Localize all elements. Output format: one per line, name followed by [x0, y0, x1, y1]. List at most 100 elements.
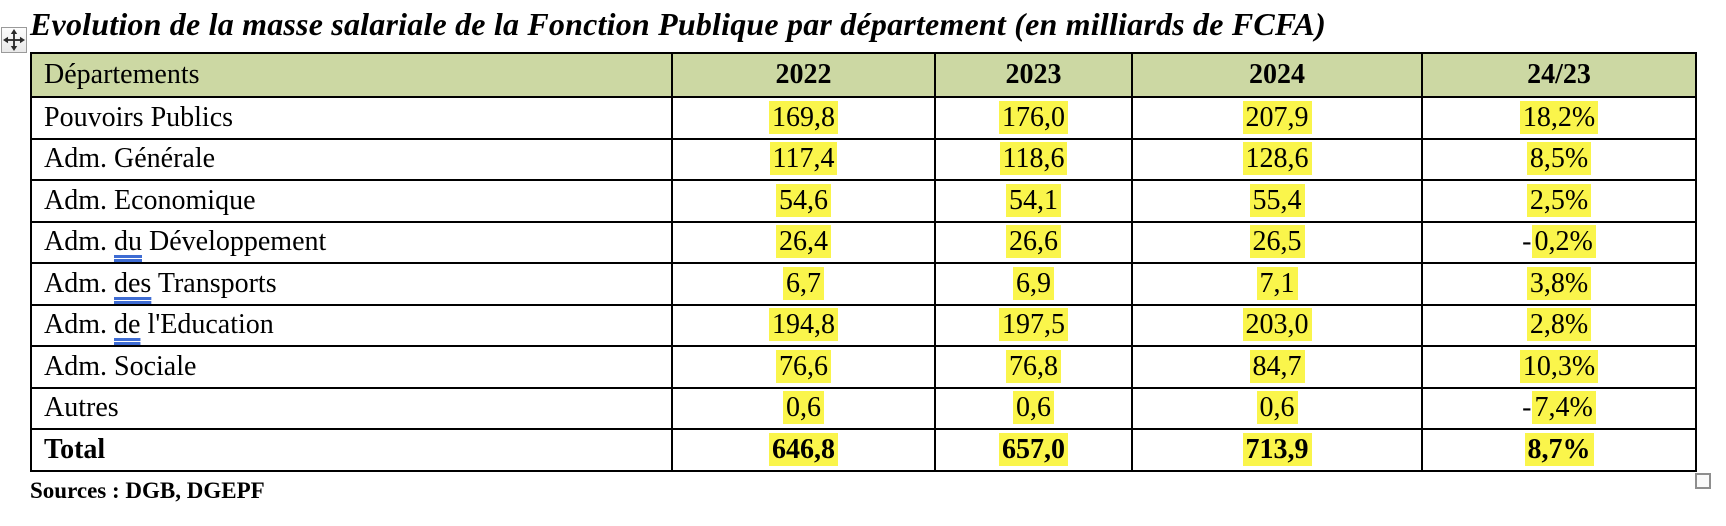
value-cell[interactable]: 6,7: [671, 262, 936, 306]
table-row: Autres 0,6 0,6 0,6 -7,4%: [30, 386, 1697, 430]
highlighted-value: 8,7%: [1524, 432, 1594, 466]
row-label-cell[interactable]: Autres: [30, 386, 673, 430]
row-label-cell[interactable]: Total: [30, 428, 673, 472]
highlighted-value: 54,1: [1006, 183, 1061, 217]
value-cell[interactable]: 8,7%: [1421, 428, 1697, 472]
value-cell[interactable]: -0,2%: [1421, 220, 1697, 264]
highlighted-value: 76,6: [776, 349, 831, 383]
highlighted-value: 7,1: [1256, 266, 1298, 300]
value-cell[interactable]: 657,0: [934, 428, 1133, 472]
highlighted-value: 3,8%: [1526, 266, 1592, 300]
row-label-cell[interactable]: Adm. de l'Education: [30, 303, 673, 347]
table-resize-handle[interactable]: [1695, 473, 1711, 489]
value-cell[interactable]: 0,6: [934, 386, 1133, 430]
highlighted-value: 10,3%: [1519, 349, 1599, 383]
highlighted-value: 54,6: [776, 183, 831, 217]
value-cell[interactable]: 194,8: [671, 303, 936, 347]
table-row: Pouvoirs Publics 169,8 176,0 207,9 18,2%: [30, 96, 1697, 140]
table-row-total: Total 646,8 657,0 713,9 8,7%: [30, 428, 1697, 472]
column-header-24-23[interactable]: 24/23: [1421, 52, 1697, 98]
value-cell[interactable]: 26,4: [671, 220, 936, 264]
value-cell[interactable]: 117,4: [671, 137, 936, 181]
value-cell[interactable]: 54,1: [934, 179, 1133, 223]
highlighted-value: 197,5: [999, 308, 1068, 342]
column-header-2022[interactable]: 2022: [671, 52, 936, 98]
table-row: Adm. de l'Education 194,8 197,5 203,0 2,…: [30, 303, 1697, 347]
highlighted-value: 657,0: [999, 432, 1068, 466]
row-label-cell[interactable]: Adm. du Développement: [30, 220, 673, 264]
value-cell[interactable]: 2,8%: [1421, 303, 1697, 347]
highlighted-value: 6,9: [1013, 266, 1054, 300]
value-cell[interactable]: 169,8: [671, 96, 936, 140]
value-cell[interactable]: 18,2%: [1421, 96, 1697, 140]
highlighted-value: 55,4: [1249, 183, 1305, 217]
value-cell[interactable]: 54,6: [671, 179, 936, 223]
row-label-cell[interactable]: Pouvoirs Publics: [30, 96, 673, 140]
column-header-2024[interactable]: 2024: [1131, 52, 1423, 98]
value-cell[interactable]: 0,6: [671, 386, 936, 430]
value-cell[interactable]: 76,8: [934, 345, 1133, 389]
value-cell[interactable]: 8,5%: [1421, 137, 1697, 181]
move-arrows-icon: [3, 29, 25, 51]
highlighted-value: 18,2%: [1519, 100, 1599, 134]
column-header-departements[interactable]: Départements: [30, 52, 673, 98]
highlighted-value: 26,6: [1006, 225, 1061, 259]
row-label: Adm. Economique: [44, 184, 256, 216]
value-cell[interactable]: 0,6: [1131, 386, 1423, 430]
source-note[interactable]: Sources : DGB, DGEPF: [30, 478, 265, 503]
row-label-cell[interactable]: Adm. Economique: [30, 179, 673, 223]
table-move-handle[interactable]: [1, 27, 27, 53]
value-cell[interactable]: 55,4: [1131, 179, 1423, 223]
value-cell[interactable]: -7,4%: [1421, 386, 1697, 430]
value-cell[interactable]: 26,5: [1131, 220, 1423, 264]
document-title[interactable]: Evolution de la masse salariale de la Fo…: [30, 6, 1326, 42]
value-cell[interactable]: 2,5%: [1421, 179, 1697, 223]
value-cell[interactable]: 10,3%: [1421, 345, 1697, 389]
highlighted-value: 76,8: [1006, 349, 1061, 383]
highlighted-value: 713,9: [1242, 432, 1312, 466]
value-cell[interactable]: 128,6: [1131, 137, 1423, 181]
value-cell[interactable]: 7,1: [1131, 262, 1423, 306]
value-cell[interactable]: 118,6: [934, 137, 1133, 181]
highlighted-value: 194,8: [769, 308, 838, 342]
value-cell[interactable]: 197,5: [934, 303, 1133, 347]
row-label-cell[interactable]: Adm. Générale: [30, 137, 673, 181]
highlighted-value: 176,0: [999, 100, 1068, 134]
value-cell[interactable]: 26,6: [934, 220, 1133, 264]
grammar-underline: du: [114, 226, 142, 258]
table-row: Adm. Sociale 76,6 76,8 84,7 10,3%: [30, 345, 1697, 389]
highlighted-value: 84,7: [1249, 349, 1305, 383]
value-cell[interactable]: 207,9: [1131, 96, 1423, 140]
highlighted-value: 0,2%: [1531, 225, 1596, 259]
row-label-cell[interactable]: Adm. Sociale: [30, 345, 673, 389]
highlighted-value: 2,5%: [1526, 183, 1592, 217]
row-label: Adm. Générale: [44, 143, 216, 175]
highlighted-value: 2,8%: [1526, 308, 1592, 342]
value-cell[interactable]: 84,7: [1131, 345, 1423, 389]
highlighted-value: 6,7: [783, 266, 824, 300]
column-header-2023[interactable]: 2023: [934, 52, 1133, 98]
row-label: Pouvoirs Publics: [44, 101, 234, 133]
salary-table: Départements 2022 2023 2024 24/23 Pouvoi…: [30, 52, 1697, 472]
value-cell[interactable]: 646,8: [671, 428, 936, 472]
row-label-cell[interactable]: Adm. des Transports: [30, 262, 673, 306]
table-row: Adm. du Développement 26,4 26,6 26,5 -0,…: [30, 220, 1697, 264]
table-row: Adm. des Transports 6,7 6,9 7,1 3,8%: [30, 262, 1697, 306]
highlighted-value: 26,4: [776, 225, 831, 259]
highlighted-value: 26,5: [1249, 225, 1305, 259]
highlighted-value: 118,6: [999, 142, 1068, 176]
highlighted-value: 128,6: [1242, 142, 1312, 176]
value-cell[interactable]: 76,6: [671, 345, 936, 389]
value-cell[interactable]: 713,9: [1131, 428, 1423, 472]
value-cell[interactable]: 6,9: [934, 262, 1133, 306]
row-label: Adm. du Développement: [44, 226, 327, 258]
highlighted-value: 7,4%: [1531, 391, 1596, 425]
grammar-underline: des: [114, 267, 152, 299]
highlighted-value: 8,5%: [1526, 142, 1592, 176]
header-row: Départements 2022 2023 2024 24/23: [30, 52, 1697, 98]
table-row: Adm. Générale 117,4 118,6 128,6 8,5%: [30, 137, 1697, 181]
value-cell[interactable]: 203,0: [1131, 303, 1423, 347]
value-cell[interactable]: 176,0: [934, 96, 1133, 140]
row-label: Adm. des Transports: [44, 267, 277, 299]
value-cell[interactable]: 3,8%: [1421, 262, 1697, 306]
